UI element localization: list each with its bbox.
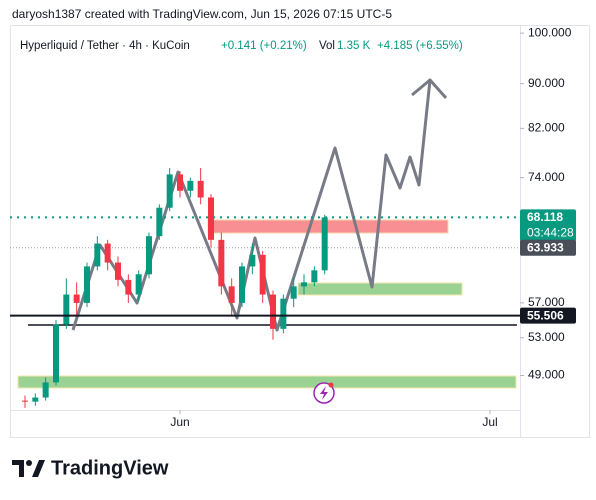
change: +0.141 (+0.21%) — [221, 40, 307, 52]
price-label-box — [520, 209, 576, 242]
candle-body — [197, 180, 204, 198]
candle-body — [239, 266, 246, 303]
candle-body — [52, 324, 59, 383]
demand-zone — [17, 375, 517, 389]
candle-body — [218, 239, 225, 287]
candle-body — [114, 262, 121, 280]
price-label-box — [520, 307, 576, 324]
y-tick-label: 90.000 — [528, 76, 565, 90]
legend: Hyperliquid / Tether · 4h · KuCoin +0.14… — [20, 40, 463, 52]
attribution: daryosh1387 created with TradingView.com… — [12, 7, 392, 21]
candle-body — [125, 279, 132, 295]
logo-mark — [26, 460, 32, 466]
logo-mark — [32, 460, 45, 477]
candle-body — [73, 294, 80, 303]
candle-body — [270, 294, 277, 329]
y-tick-label: 49.000 — [528, 368, 565, 382]
chart-frame — [10, 25, 590, 438]
price-label: 63.933 — [527, 240, 564, 254]
pattern-path — [71, 79, 432, 332]
candle-body — [63, 294, 70, 325]
candle-body — [166, 174, 173, 208]
candle-body — [321, 217, 328, 271]
y-tick-label: 74.000 — [528, 170, 565, 184]
price-label: 68.118 — [527, 210, 563, 224]
candle-body — [259, 254, 266, 295]
price-label-box — [520, 239, 576, 256]
alert-dot — [328, 382, 334, 388]
alert-icon — [313, 382, 335, 404]
candle-body — [228, 286, 235, 303]
candle-body — [208, 197, 215, 240]
x-tick-label: Jun — [170, 415, 189, 429]
candle-body — [290, 286, 297, 299]
candle-body — [156, 207, 163, 237]
drawings — [17, 78, 517, 389]
symbol-title: Hyperliquid / Tether · 4h · KuCoin — [20, 40, 190, 52]
y-tick-label: 100.000 — [528, 25, 572, 39]
arrow-head — [411, 78, 448, 99]
volume-label: Vol — [319, 40, 335, 52]
volume: 1.35 K — [337, 40, 371, 52]
axes: 100.000 90.000 82.000 74.000 57.000 53.000 49.… — [170, 25, 571, 429]
y-tick-label: 57.000 — [528, 295, 565, 309]
logo-mark — [12, 460, 24, 477]
demand-zone — [297, 282, 463, 296]
candle-body — [42, 382, 49, 398]
supply-zone — [207, 219, 449, 234]
price-label: 55.506 — [527, 308, 564, 322]
change-total: +4.185 (+6.55%) — [377, 40, 463, 52]
brand-name: TradingView — [51, 457, 169, 479]
candle-body — [83, 266, 90, 303]
y-tick-label: 82.000 — [528, 121, 565, 135]
candle-body — [280, 298, 287, 329]
candle-body — [187, 180, 194, 191]
x-tick-label: Jul — [482, 415, 497, 429]
candle-body — [177, 174, 183, 191]
candle-body — [32, 397, 39, 402]
alert-bolt — [320, 386, 328, 400]
candle-body — [311, 270, 318, 283]
candle-body — [301, 282, 308, 287]
candle-body — [21, 400, 28, 402]
candle-body — [94, 243, 101, 267]
candle-body — [104, 243, 111, 263]
candle-body — [135, 274, 142, 295]
y-tick-label: 53.000 — [528, 330, 565, 344]
candle-body — [249, 254, 256, 267]
candles — [21, 167, 328, 408]
candle-body — [145, 236, 152, 275]
countdown: 03:44:28 — [527, 226, 574, 240]
brand-logo: TradingView — [12, 457, 169, 479]
